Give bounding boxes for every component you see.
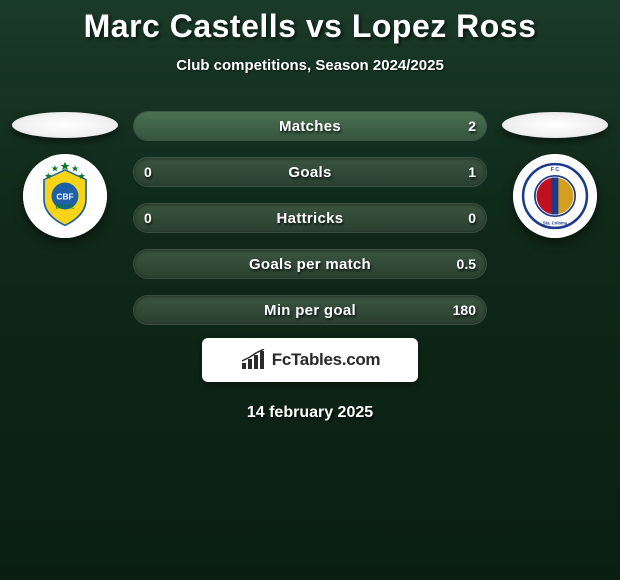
left-player-col: CBF BRASIL — [10, 112, 120, 238]
stat-right-value: 1 — [468, 164, 476, 180]
right-club-crest: F C Sta. Coloma — [513, 154, 597, 238]
brand-logo[interactable]: FcTables.com — [202, 338, 418, 382]
stats-column: Matches 2 0 Goals 1 0 Hattricks 0 Goals … — [134, 112, 486, 324]
stat-row-goals-per-match: Goals per match 0.5 — [134, 250, 486, 278]
stat-row-matches: Matches 2 — [134, 112, 486, 140]
svg-text:CBF: CBF — [56, 191, 73, 201]
stat-right-value: 0.5 — [457, 256, 476, 272]
stat-label: Goals — [134, 164, 486, 181]
page-title: Marc Castells vs Lopez Ross — [84, 8, 537, 45]
cbf-crest-icon: CBF BRASIL — [23, 154, 107, 238]
comparison-card: Marc Castells vs Lopez Ross Club competi… — [0, 0, 620, 422]
stat-right-value: 2 — [468, 118, 476, 134]
santa-coloma-crest-icon: F C Sta. Coloma — [513, 154, 597, 238]
stat-label: Goals per match — [134, 256, 486, 273]
stat-row-hattricks: 0 Hattricks 0 — [134, 204, 486, 232]
svg-text:BRASIL: BRASIL — [56, 205, 75, 211]
bar-chart-icon — [240, 349, 266, 371]
date-label: 14 february 2025 — [247, 404, 373, 422]
stat-label: Min per goal — [134, 302, 486, 319]
subtitle: Club competitions, Season 2024/2025 — [176, 57, 444, 74]
svg-text:F C: F C — [551, 167, 559, 173]
stat-right-value: 0 — [468, 210, 476, 226]
stat-row-min-per-goal: Min per goal 180 — [134, 296, 486, 324]
right-player-oval — [502, 112, 608, 138]
stat-right-value: 180 — [453, 302, 476, 318]
right-player-col: F C Sta. Coloma — [500, 112, 610, 238]
main-row: CBF BRASIL Matches 2 — [0, 112, 620, 324]
left-club-crest: CBF BRASIL — [23, 154, 107, 238]
svg-text:Sta. Coloma: Sta. Coloma — [543, 221, 568, 226]
left-player-oval — [12, 112, 118, 138]
stat-label: Matches — [134, 118, 486, 135]
stat-row-goals: 0 Goals 1 — [134, 158, 486, 186]
brand-label: FcTables.com — [272, 350, 381, 370]
stat-label: Hattricks — [134, 210, 486, 227]
